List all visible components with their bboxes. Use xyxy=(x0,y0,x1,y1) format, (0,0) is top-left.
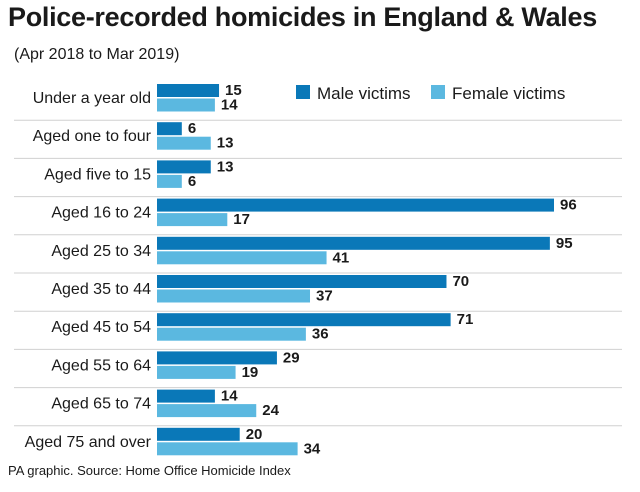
bar-male xyxy=(157,160,211,174)
value-label-female: 34 xyxy=(304,440,321,457)
bar-male xyxy=(157,351,277,365)
bar-male xyxy=(157,122,182,136)
category-label: Under a year old xyxy=(33,90,151,107)
bar-male xyxy=(157,236,550,250)
source-footer: PA graphic. Source: Home Office Homicide… xyxy=(8,463,291,478)
category-label: Aged five to 15 xyxy=(44,166,151,183)
bar-male xyxy=(157,313,451,327)
value-label-female: 36 xyxy=(312,326,329,343)
chart-title: Police-recorded homicides in England & W… xyxy=(8,2,597,32)
value-label-female: 19 xyxy=(242,364,259,381)
bar-male xyxy=(157,84,220,97)
category-label: Aged 55 to 64 xyxy=(51,357,151,374)
value-label-male: 70 xyxy=(452,273,469,290)
bar-female xyxy=(157,442,298,456)
value-label-male: 20 xyxy=(246,426,263,443)
category-label: Aged 25 to 34 xyxy=(51,243,151,260)
value-label-male: 6 xyxy=(188,120,196,137)
value-label-female: 41 xyxy=(333,249,350,266)
value-label-female: 24 xyxy=(262,402,279,419)
chart-subtitle: (Apr 2018 to Mar 2019) xyxy=(14,46,180,63)
value-label-male: 71 xyxy=(457,311,474,328)
bar-male xyxy=(157,198,554,212)
bar-female xyxy=(157,289,311,303)
value-label-male: 95 xyxy=(556,235,573,252)
row-separators xyxy=(14,119,622,427)
value-label-male: 14 xyxy=(221,388,238,405)
value-label-male: 15 xyxy=(225,82,242,99)
value-label-male: 29 xyxy=(283,349,300,366)
bar-female xyxy=(157,174,182,188)
bar-female xyxy=(157,213,228,227)
category-label: Aged 45 to 54 xyxy=(51,319,151,336)
bar-male xyxy=(157,275,447,288)
bars xyxy=(157,84,554,456)
bar-female xyxy=(157,251,327,265)
bar-female xyxy=(157,365,236,379)
bar-male xyxy=(157,427,240,441)
category-label: Aged 16 to 24 xyxy=(51,205,151,222)
value-label-female: 14 xyxy=(221,97,238,114)
value-label-female: 6 xyxy=(188,173,196,190)
category-label: Aged 35 to 44 xyxy=(51,281,151,298)
bar-female xyxy=(157,136,211,150)
bar-female xyxy=(157,98,215,112)
legend-label-male: Male victims xyxy=(317,84,411,103)
bar-male xyxy=(157,389,215,403)
category-label: Aged one to four xyxy=(33,128,152,145)
category-label: Aged 65 to 74 xyxy=(51,396,151,413)
bar-female xyxy=(157,404,257,418)
category-label: Aged 75 and over xyxy=(25,434,152,451)
legend-swatch-male xyxy=(296,85,310,99)
value-label-female: 17 xyxy=(233,211,250,228)
value-label-male: 96 xyxy=(560,197,577,214)
legend-label-female: Female victims xyxy=(452,84,565,103)
value-label-male: 13 xyxy=(217,158,234,175)
legend: Male victims Female victims xyxy=(296,84,565,103)
bar-female xyxy=(157,327,306,341)
legend-swatch-female xyxy=(431,85,445,99)
value-label-female: 13 xyxy=(217,135,234,152)
value-label-female: 37 xyxy=(316,288,333,305)
